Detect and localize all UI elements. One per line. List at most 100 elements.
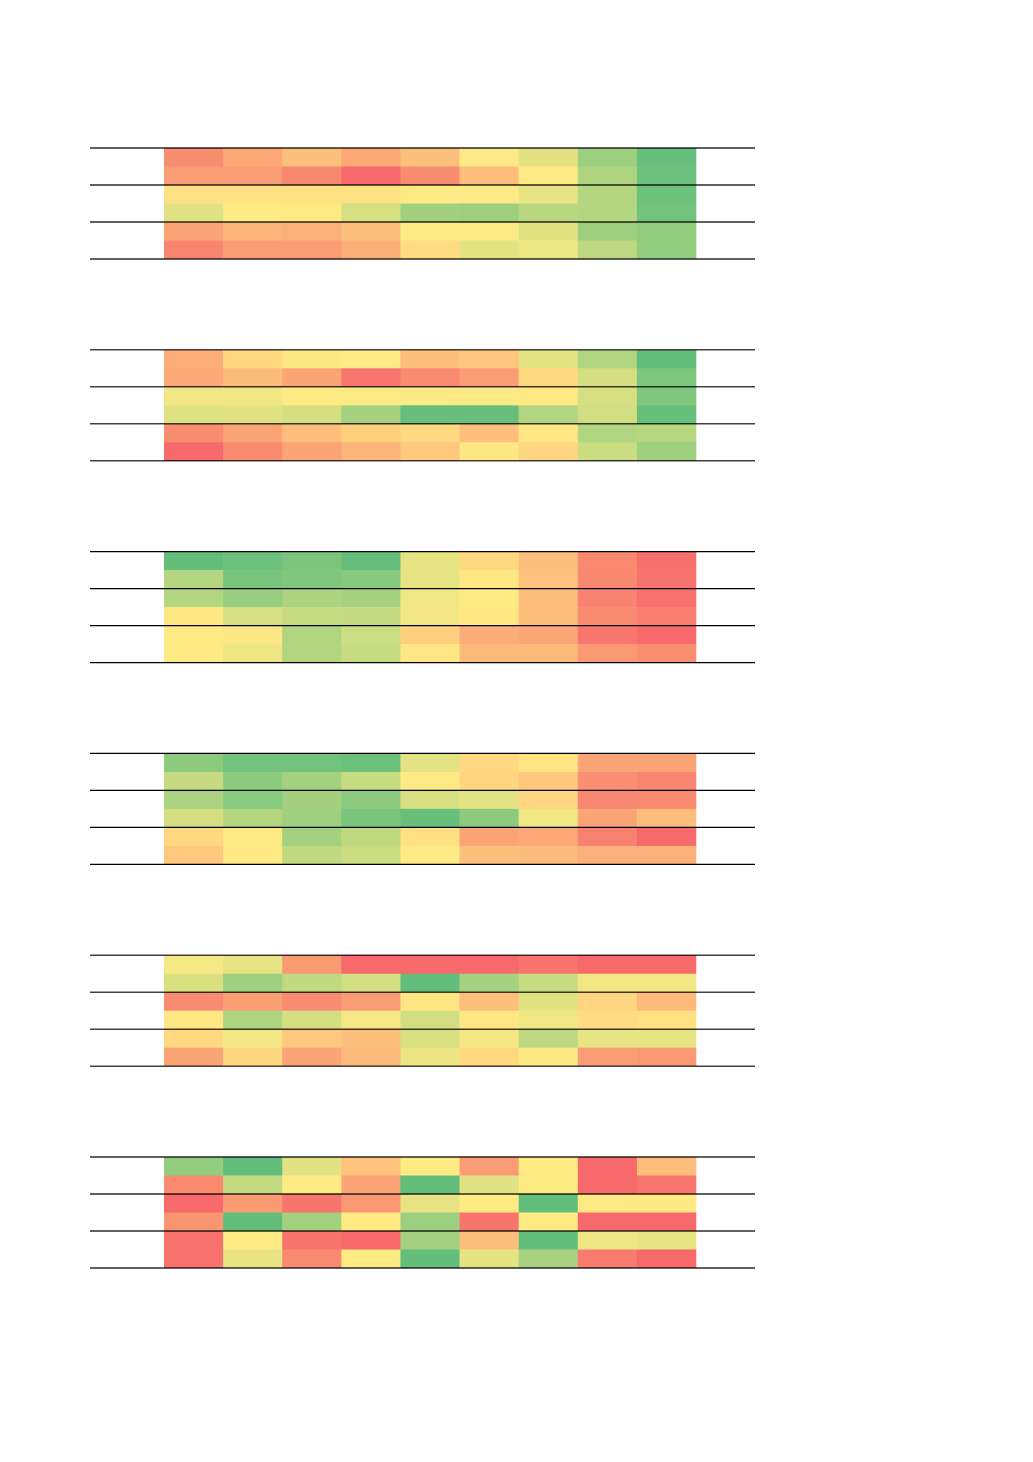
heatmap-cell xyxy=(341,222,401,241)
heatmap-cell xyxy=(341,551,401,571)
heatmap-cell xyxy=(518,1047,579,1067)
heatmap-cell xyxy=(223,551,283,571)
heatmap-cell xyxy=(164,1047,224,1067)
heatmap-cell xyxy=(223,386,283,406)
heatmap-cell xyxy=(282,423,342,443)
heatmap-cell xyxy=(636,1175,697,1195)
heatmap-cell xyxy=(282,827,342,847)
heatmap-cell xyxy=(400,1194,460,1213)
heatmap-cell xyxy=(518,1194,579,1213)
heatmap-cell xyxy=(459,607,519,626)
heatmap-cell xyxy=(341,753,401,773)
heatmap-cell xyxy=(577,1249,638,1269)
heatmap-cell xyxy=(282,349,342,369)
heatmap-cell xyxy=(577,955,638,974)
heatmap-cell xyxy=(459,148,519,167)
heatmap-cell xyxy=(164,148,224,167)
heatmap-cell xyxy=(223,1175,283,1195)
heatmap-cell xyxy=(341,607,401,626)
heatmap-cell xyxy=(341,166,401,186)
heatmap-cell xyxy=(223,1010,283,1030)
heatmap-cell xyxy=(459,808,519,828)
heatmap-cell xyxy=(164,1194,224,1213)
heatmap-cell xyxy=(577,827,638,847)
heatmap-cell xyxy=(400,442,460,462)
heatmap-cell xyxy=(459,1212,519,1232)
heatmap-cell xyxy=(341,1194,401,1213)
heatmap-cell xyxy=(518,771,579,791)
heatmap-cell xyxy=(636,386,697,406)
heatmap-cell xyxy=(282,973,342,993)
heatmap-cell xyxy=(400,423,460,443)
heatmap-cell xyxy=(282,148,342,167)
heatmap-cell xyxy=(518,808,579,828)
heatmap-cell xyxy=(282,992,342,1011)
heatmap-cell xyxy=(282,753,342,773)
heatmap-cell xyxy=(164,349,224,369)
heatmap-cell xyxy=(400,644,460,663)
heatmap-cell xyxy=(577,808,638,828)
heatmap-cell xyxy=(577,349,638,369)
heatmap-cell xyxy=(223,349,283,369)
heatmap-cell xyxy=(223,625,283,645)
heatmap-cell xyxy=(223,405,283,425)
heatmap-cell xyxy=(223,790,283,810)
heatmap-cell xyxy=(164,790,224,810)
heatmap-cell xyxy=(577,442,638,462)
heatmap-cell xyxy=(459,955,519,974)
heatmap-cell xyxy=(164,753,224,773)
heatmap-cell xyxy=(636,185,697,204)
heatmap-cell xyxy=(636,423,697,443)
heatmap-cell xyxy=(341,1010,401,1030)
heatmap-cell xyxy=(577,423,638,443)
heatmap-cell xyxy=(282,405,342,425)
heatmap-cell xyxy=(223,1047,283,1067)
heatmap-cell xyxy=(400,386,460,406)
heatmap-cell xyxy=(518,955,579,974)
heatmap-cell xyxy=(636,1010,697,1030)
heatmap-cell xyxy=(282,551,342,571)
heatmap-cell xyxy=(459,166,519,186)
heatmap-cell xyxy=(636,240,697,260)
heatmap-cell xyxy=(164,570,224,589)
heatmap-cell xyxy=(636,1194,697,1213)
heatmap-cell xyxy=(164,992,224,1011)
heatmap-cell xyxy=(400,1047,460,1067)
heatmap-cell xyxy=(636,1029,697,1048)
heatmap-cell xyxy=(518,644,579,663)
heatmap-cell xyxy=(223,222,283,241)
heatmap-cell xyxy=(518,973,579,993)
heatmap-cell xyxy=(164,1157,224,1176)
heatmap-cell xyxy=(636,368,697,388)
heatmap-cell xyxy=(341,1157,401,1176)
heatmap-cell xyxy=(518,1212,579,1232)
heatmap-cell xyxy=(577,166,638,186)
heatmap-cell xyxy=(400,771,460,791)
heatmap-cell xyxy=(518,570,579,589)
heatmap-cell xyxy=(518,1231,579,1250)
heatmap-cell xyxy=(400,368,460,388)
heatmap-cell xyxy=(164,368,224,388)
heatmap-cell xyxy=(577,625,638,645)
heatmap-cell xyxy=(518,405,579,425)
heatmap-cell xyxy=(459,1010,519,1030)
heatmap-cell xyxy=(341,1212,401,1232)
heatmap-cell xyxy=(282,1212,342,1232)
heatmap-cell xyxy=(518,222,579,241)
heatmap-cell xyxy=(577,203,638,223)
heatmap-cell xyxy=(341,570,401,589)
heatmap-cell xyxy=(282,1010,342,1030)
heatmap-cell xyxy=(518,551,579,571)
heatmap-cell xyxy=(400,588,460,608)
heatmap-cell xyxy=(164,644,224,663)
heatmap-cell xyxy=(223,992,283,1011)
heatmap-cell xyxy=(341,240,401,260)
heatmap-cell xyxy=(518,753,579,773)
heatmap-cell xyxy=(459,992,519,1011)
heatmap-cell xyxy=(518,203,579,223)
heatmap-cell xyxy=(459,753,519,773)
heatmap-cell xyxy=(282,185,342,204)
heatmap-cell xyxy=(164,1212,224,1232)
heatmap-cell xyxy=(636,625,697,645)
heatmap-cell xyxy=(459,1231,519,1250)
